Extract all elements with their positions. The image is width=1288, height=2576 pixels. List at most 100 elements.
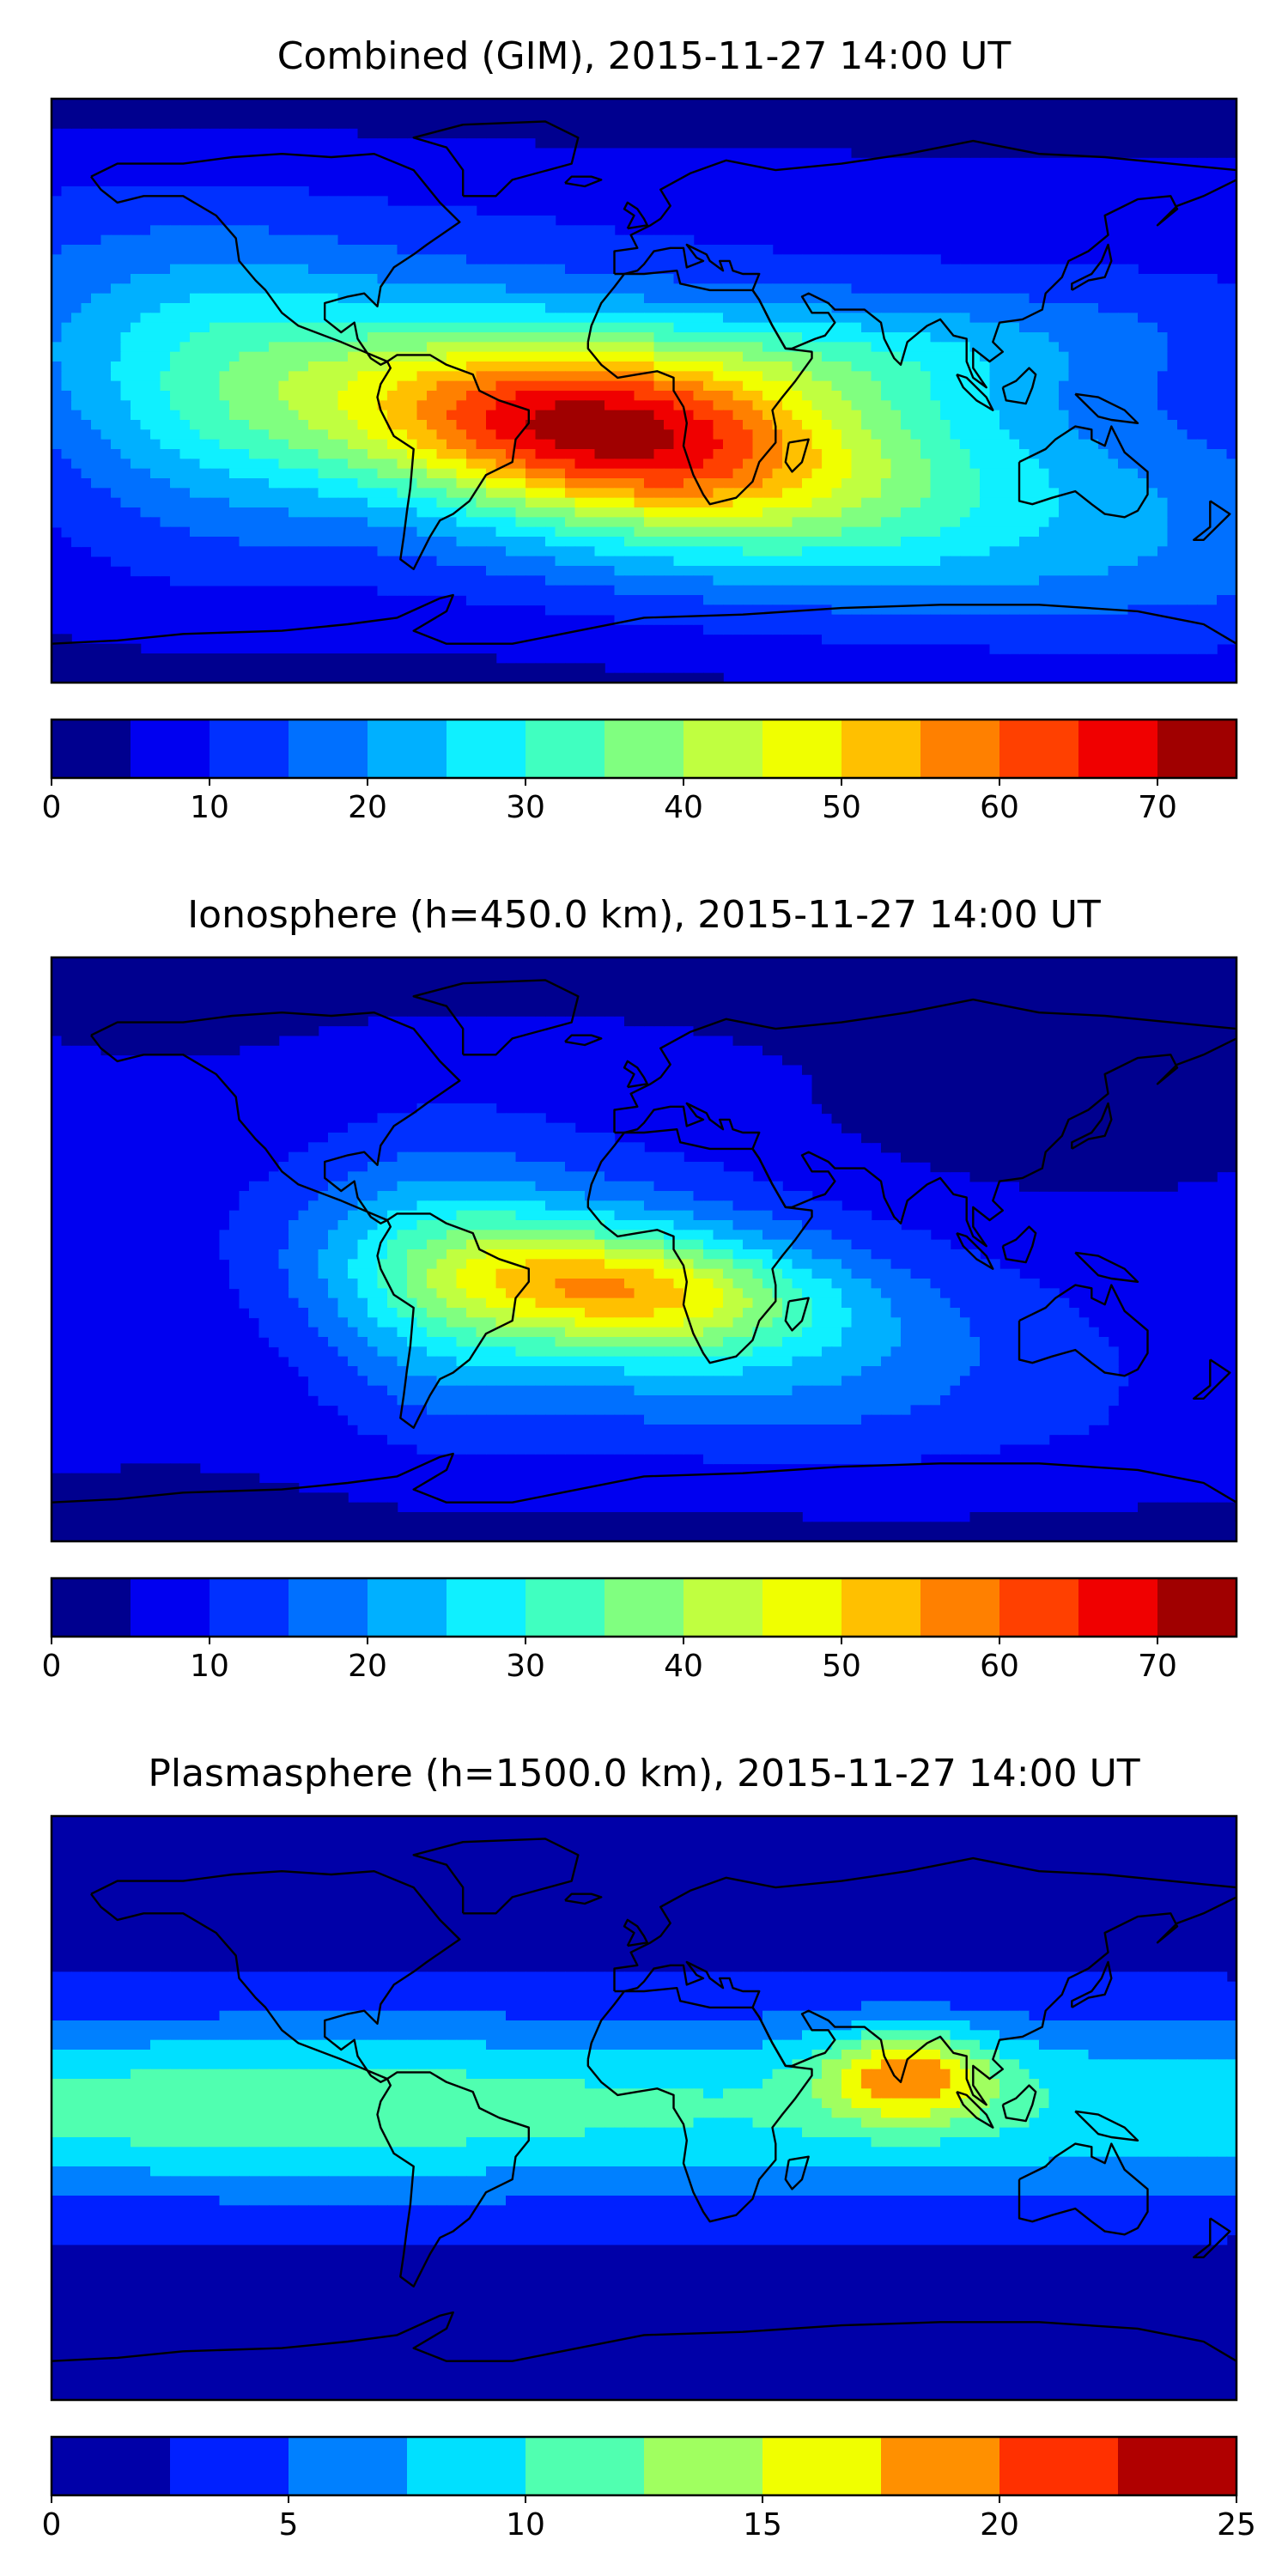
contour-cell <box>476 108 487 119</box>
contour-cell <box>1078 380 1090 392</box>
contour-cell <box>328 468 339 479</box>
contour-cell <box>407 225 418 236</box>
contour-cell <box>811 585 823 596</box>
contour-cell <box>1048 380 1060 392</box>
contour-cell <box>1187 99 1198 110</box>
contour-cell <box>822 351 833 362</box>
contour-cell <box>1078 478 1090 489</box>
contour-cell <box>61 439 72 450</box>
contour-cell <box>1068 380 1079 392</box>
contour-cell <box>792 351 803 362</box>
contour-cell <box>466 575 477 586</box>
contour-cell <box>229 293 240 304</box>
contour-cell <box>1167 478 1178 489</box>
contour-cell <box>1217 449 1228 460</box>
contour-cell <box>506 410 517 421</box>
contour-cell <box>1127 575 1139 586</box>
contour-cell <box>91 371 102 382</box>
contour-cell <box>594 585 605 596</box>
contour-cell <box>506 497 517 508</box>
contour-cell <box>308 429 319 440</box>
contour-cell <box>545 322 556 333</box>
contour-cell <box>1068 439 1079 450</box>
contour-cell <box>901 526 912 538</box>
contour-cell <box>515 283 526 295</box>
contour-cell <box>752 245 763 256</box>
contour-cell <box>920 128 932 139</box>
contour-cell <box>1108 439 1119 450</box>
contour-cell <box>871 585 882 596</box>
contour-cell <box>1078 517 1090 528</box>
contour-cell <box>1059 439 1070 450</box>
contour-cell <box>387 556 398 567</box>
contour-cell <box>466 459 477 470</box>
contour-cell <box>841 391 853 402</box>
contour-cell <box>239 371 250 382</box>
contour-cell <box>1206 322 1218 333</box>
contour-cell <box>249 410 260 421</box>
contour-cell <box>348 449 359 460</box>
contour-cell <box>565 361 576 373</box>
contour-cell <box>1127 380 1139 392</box>
contour-cell <box>861 147 872 158</box>
contour-cell <box>1048 351 1060 362</box>
contour-cell <box>782 537 793 548</box>
contour-cell <box>476 537 487 548</box>
contour-cell <box>664 526 675 538</box>
contour-cell <box>673 332 684 343</box>
contour-cell <box>831 546 842 557</box>
contour-cell <box>140 245 151 256</box>
contour-cell <box>61 400 72 411</box>
contour-cell <box>210 507 221 519</box>
contour-cell <box>357 351 368 362</box>
contour-cell <box>100 429 112 440</box>
contour-cell <box>644 410 655 421</box>
contour-cell <box>61 391 72 402</box>
contour-cell <box>960 147 971 158</box>
contour-cell <box>397 322 408 333</box>
contour-cell <box>1098 497 1109 508</box>
contour-cell <box>901 293 912 304</box>
contour-cell <box>999 497 1011 508</box>
contour-cell <box>565 351 576 362</box>
contour-cell <box>1108 108 1119 119</box>
contour-cell <box>999 351 1011 362</box>
contour-cell <box>1009 526 1020 538</box>
contour-cell <box>199 99 210 110</box>
contour-cell <box>792 128 803 139</box>
contour-cell <box>160 556 171 567</box>
contour-cell <box>229 264 240 275</box>
contour-cell <box>1068 351 1079 362</box>
contour-cell <box>683 400 695 411</box>
contour-cell <box>940 575 951 586</box>
contour-cell <box>772 283 783 295</box>
contour-cell <box>515 108 526 119</box>
contour-cell <box>940 274 951 285</box>
contour-cell <box>634 478 645 489</box>
contour-cell <box>1068 410 1079 421</box>
contour-cell <box>71 245 82 256</box>
contour-cell <box>249 118 260 129</box>
contour-cell <box>545 449 556 460</box>
contour-cell <box>397 303 408 314</box>
contour-cell <box>229 449 240 460</box>
contour-cell <box>120 459 131 470</box>
contour-cell <box>278 449 289 460</box>
contour-cell <box>1009 351 1020 362</box>
contour-cell <box>258 234 270 246</box>
contour-cell <box>1059 526 1070 538</box>
contour-cell <box>634 497 645 508</box>
contour-cell <box>456 400 467 411</box>
contour-cell <box>999 283 1011 295</box>
contour-cell <box>337 420 349 431</box>
contour-cell <box>357 517 368 528</box>
contour-cell <box>1118 274 1129 285</box>
contour-cell <box>1039 351 1050 362</box>
contour-cell <box>111 507 122 519</box>
contour-cell <box>486 439 497 450</box>
contour-cell <box>841 108 853 119</box>
contour-cell <box>1059 459 1070 470</box>
contour-cell <box>950 400 961 411</box>
contour-cell <box>1039 488 1050 499</box>
contour-cell <box>407 118 418 129</box>
